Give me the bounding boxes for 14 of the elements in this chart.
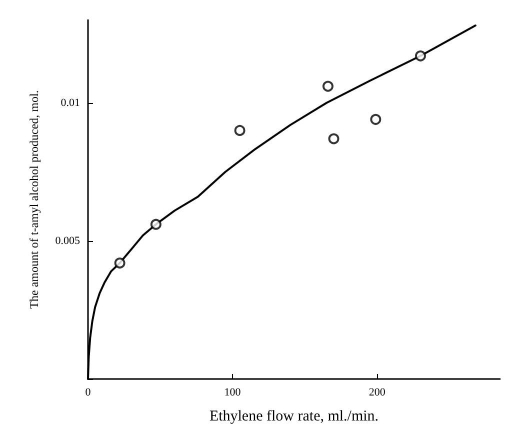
point bbox=[322, 80, 334, 92]
point bbox=[114, 258, 126, 269]
point bbox=[150, 218, 162, 230]
point bbox=[234, 124, 246, 136]
y-tick-label: 0.005 bbox=[55, 234, 80, 247]
x-tick-label: 200 bbox=[368, 386, 386, 398]
point bbox=[415, 50, 426, 62]
y-axis-title: The amount of t-amyl alcohol produced, mol. bbox=[27, 90, 41, 309]
point bbox=[328, 133, 340, 144]
x-tick-label: 100 bbox=[224, 386, 242, 398]
point bbox=[370, 114, 382, 125]
y-tick-label: 0.01 bbox=[60, 96, 80, 109]
x-tick-label: 0 bbox=[85, 386, 92, 398]
x-axis-title: Ethylene flow rate, ml./min. bbox=[209, 408, 379, 424]
